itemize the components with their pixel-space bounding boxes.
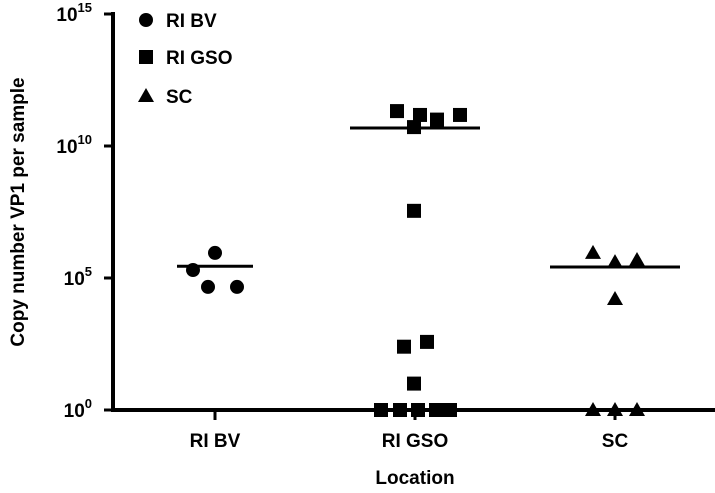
y-tick-exponent: 0 — [85, 396, 92, 411]
legend-marker — [139, 13, 153, 27]
data-point — [430, 112, 444, 127]
y-tick-exponent: 5 — [85, 264, 92, 279]
x-tick-label: RI GSO — [382, 431, 449, 452]
legend-marker — [138, 88, 154, 102]
data-point — [397, 339, 411, 354]
data-point — [201, 279, 215, 294]
data-point — [629, 252, 645, 267]
data-point — [230, 279, 244, 294]
data-point — [393, 403, 407, 417]
data-point — [411, 403, 425, 417]
y-tick-label: 1015 — [56, 0, 92, 26]
legend-label: RI GSO — [166, 48, 233, 69]
data-point — [607, 291, 623, 306]
y-tick-label: 1010 — [56, 132, 92, 158]
data-point — [629, 402, 645, 416]
data-point — [407, 376, 421, 391]
data-point — [407, 203, 421, 218]
y-tick-exponent: 10 — [78, 132, 92, 147]
y-tick-base: 10 — [56, 5, 77, 26]
data-point — [607, 254, 623, 269]
y-tick-base: 10 — [56, 137, 77, 158]
x-tick-label: RI BV — [190, 431, 241, 452]
x-tick-label: SC — [602, 431, 629, 452]
data-point — [453, 107, 467, 122]
y-tick-base: 10 — [64, 401, 85, 422]
data-point — [443, 403, 457, 417]
data-point — [208, 245, 222, 260]
legend-label: RI BV — [166, 11, 217, 32]
data-point — [607, 402, 623, 416]
y-tick-exponent: 15 — [78, 0, 92, 15]
y-tick-label: 105 — [64, 264, 92, 290]
data-point — [390, 104, 404, 119]
data-point — [429, 403, 443, 417]
y-axis-title: Copy number VP1 per sample — [8, 77, 29, 346]
legend-label: SC — [166, 87, 193, 108]
legend-marker — [139, 50, 153, 64]
y-tick-label: 100 — [64, 396, 92, 422]
data-point — [420, 334, 434, 349]
data-point — [585, 244, 601, 259]
y-tick-base: 10 — [64, 269, 85, 290]
x-axis-title: Location — [375, 468, 454, 489]
data-point — [585, 402, 601, 416]
data-point — [374, 403, 388, 417]
data-point — [413, 107, 427, 122]
